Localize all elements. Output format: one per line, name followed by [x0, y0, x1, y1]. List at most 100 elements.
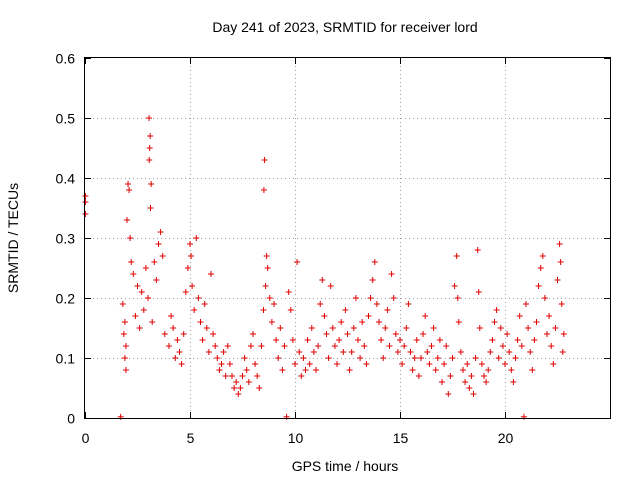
data-point: [146, 157, 153, 163]
data-point: [559, 349, 566, 355]
data-point: [352, 295, 359, 301]
data-point: [388, 271, 395, 277]
data-point: [457, 349, 464, 355]
data-point: [342, 307, 349, 313]
data-point: [537, 265, 544, 271]
data-point: [268, 319, 275, 325]
data-point: [338, 319, 345, 325]
data-point: [203, 325, 210, 331]
data-point: [365, 313, 372, 319]
data-point: [430, 325, 437, 331]
data-point: [302, 367, 309, 373]
data-point: [346, 367, 353, 373]
data-point: [121, 319, 128, 325]
data-point: [187, 241, 193, 247]
data-point: [384, 307, 391, 313]
data-point: [441, 361, 448, 367]
data-point: [172, 355, 179, 361]
data-point: [237, 385, 244, 391]
data-point: [451, 283, 458, 289]
chart-title: Day 241 of 2023, SRMTID for receiver lor…: [212, 19, 477, 35]
data-point: [180, 331, 187, 337]
data-point: [495, 355, 502, 361]
data-point: [554, 277, 561, 283]
y-tick-label: 0.1: [56, 351, 76, 367]
data-point: [470, 391, 477, 397]
data-point: [300, 355, 307, 361]
data-point: [409, 367, 416, 373]
data-point: [258, 343, 265, 349]
data-point: [298, 373, 305, 379]
data-point: [466, 385, 473, 391]
data-point: [125, 181, 132, 187]
data-point: [518, 343, 525, 349]
data-point: [82, 199, 89, 205]
data-point: [233, 379, 240, 385]
data-point: [472, 355, 479, 361]
data-point: [560, 331, 567, 337]
data-point: [120, 331, 127, 337]
data-point: [271, 301, 277, 307]
data-point: [392, 331, 399, 337]
data-point: [380, 355, 387, 361]
data-point: [254, 373, 261, 379]
data-point: [281, 343, 288, 349]
data-point: [447, 373, 454, 379]
data-point: [502, 361, 508, 367]
data-point: [420, 331, 427, 337]
data-point: [201, 301, 208, 307]
data-point: [481, 373, 487, 379]
data-point: [394, 349, 401, 355]
data-point: [296, 349, 303, 355]
data-point: [415, 373, 422, 379]
x-tick-label: 15: [393, 430, 409, 446]
y-tick-label: 0.2: [56, 291, 76, 307]
data-point: [127, 235, 134, 241]
x-tick-label: 20: [498, 430, 514, 446]
data-point: [557, 259, 564, 265]
data-point: [82, 211, 89, 217]
data-point: [489, 337, 496, 343]
data-point: [367, 295, 374, 301]
data-point: [350, 325, 357, 331]
y-tick-label: 0.3: [56, 231, 76, 247]
data-point: [478, 361, 485, 367]
data-point: [304, 337, 311, 343]
data-point: [229, 373, 235, 379]
data-point: [474, 247, 481, 253]
data-point: [552, 325, 559, 331]
data-point: [475, 289, 482, 295]
data-point: [142, 265, 149, 271]
data-point: [357, 355, 364, 361]
data-point: [222, 373, 229, 379]
data-point: [397, 337, 403, 343]
data-point: [245, 379, 252, 385]
data-point: [413, 337, 420, 343]
data-point: [334, 361, 340, 367]
data-point: [155, 241, 162, 247]
y-axis-label: SRMTID / TECUs: [5, 183, 21, 293]
data-point: [548, 343, 555, 349]
data-point: [128, 259, 135, 265]
data-point: [483, 379, 490, 385]
data-point: [313, 367, 319, 373]
data-point: [529, 367, 536, 373]
data-point: [556, 241, 563, 247]
data-point: [308, 325, 315, 331]
data-point: [184, 265, 191, 271]
data-point: [138, 289, 145, 295]
data-point: [263, 253, 270, 259]
data-point: [558, 301, 565, 307]
data-point: [121, 355, 128, 361]
data-point: [124, 217, 130, 223]
data-point: [239, 373, 246, 379]
data-point: [371, 259, 378, 265]
data-point: [218, 361, 225, 367]
data-point: [418, 355, 424, 361]
data-point: [531, 337, 538, 343]
data-point: [355, 337, 361, 343]
data-point: [460, 367, 466, 373]
data-point: [382, 325, 389, 331]
y-tick-label: 0.4: [56, 171, 76, 187]
data-point: [336, 337, 343, 343]
